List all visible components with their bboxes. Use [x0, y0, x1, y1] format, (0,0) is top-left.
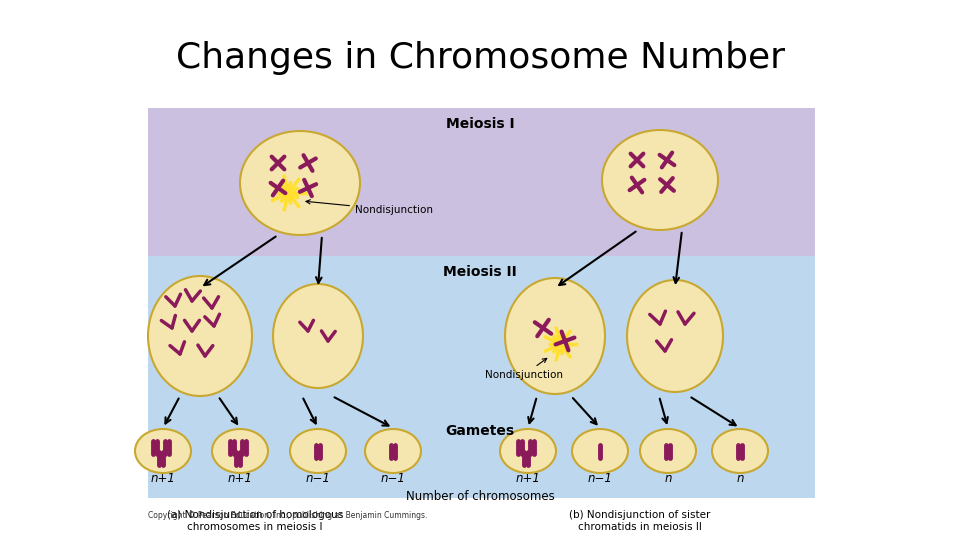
Ellipse shape — [627, 280, 723, 392]
Text: n+1: n+1 — [516, 472, 540, 485]
Ellipse shape — [602, 130, 718, 230]
Text: n: n — [736, 472, 744, 485]
Text: n−1: n−1 — [588, 472, 612, 485]
Text: chromosomes in meiosis I: chromosomes in meiosis I — [187, 522, 323, 532]
Text: Number of chromosomes: Number of chromosomes — [406, 490, 554, 503]
Text: Gametes: Gametes — [445, 424, 515, 438]
Ellipse shape — [500, 429, 556, 473]
Text: Meiosis II: Meiosis II — [444, 265, 516, 279]
Ellipse shape — [148, 276, 252, 396]
Ellipse shape — [640, 429, 696, 473]
Bar — [148, 256, 815, 498]
Circle shape — [280, 185, 296, 201]
Text: n−1: n−1 — [380, 472, 405, 485]
Ellipse shape — [240, 131, 360, 235]
Circle shape — [553, 337, 567, 351]
Text: n+1: n+1 — [151, 472, 176, 485]
Ellipse shape — [273, 284, 363, 388]
Text: n+1: n+1 — [228, 472, 252, 485]
Bar — [148, 108, 815, 256]
Text: Nondisjunction: Nondisjunction — [306, 200, 433, 215]
Text: Changes in Chromosome Number: Changes in Chromosome Number — [176, 41, 784, 75]
Ellipse shape — [712, 429, 768, 473]
Ellipse shape — [135, 429, 191, 473]
Text: (b) Nondisjunction of sister: (b) Nondisjunction of sister — [569, 510, 710, 520]
Text: n: n — [664, 472, 672, 485]
Ellipse shape — [505, 278, 605, 394]
Text: n−1: n−1 — [305, 472, 330, 485]
Ellipse shape — [212, 429, 268, 473]
Text: (a) Nondisjunction of homologous: (a) Nondisjunction of homologous — [167, 510, 343, 520]
Text: Meiosis I: Meiosis I — [445, 117, 515, 131]
Text: chromatids in meiosis II: chromatids in meiosis II — [578, 522, 702, 532]
Text: Copyright © Pearson Education, Inc., publishing as Benjamin Cummings.: Copyright © Pearson Education, Inc., pub… — [148, 511, 427, 521]
Ellipse shape — [572, 429, 628, 473]
Text: Nondisjunction: Nondisjunction — [485, 359, 563, 380]
Ellipse shape — [365, 429, 421, 473]
Ellipse shape — [290, 429, 346, 473]
